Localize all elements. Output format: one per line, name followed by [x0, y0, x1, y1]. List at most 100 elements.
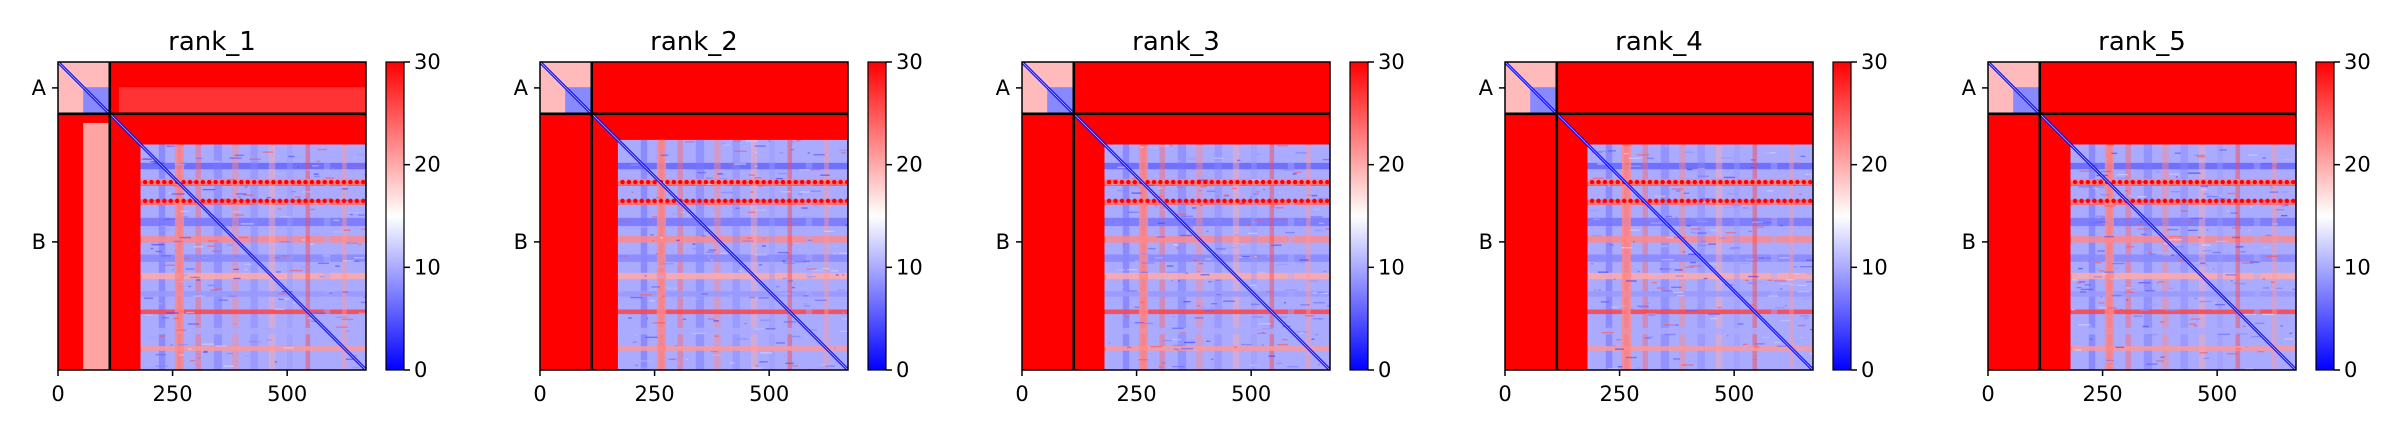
heatmap-col-band	[323, 144, 331, 370]
heatmap-texture	[691, 248, 700, 250]
heatmap-texture	[706, 251, 715, 253]
heatmap-dot	[2246, 179, 2251, 185]
heatmap-texture	[665, 168, 670, 171]
heatmap-texture	[1605, 326, 1613, 328]
heatmap-texture	[1690, 231, 1701, 234]
heatmap-texture	[1196, 200, 1208, 202]
heatmap-row-band	[1104, 291, 1330, 297]
heatmap-texture	[1180, 347, 1194, 350]
heatmap-dot	[793, 179, 798, 185]
heatmap-dot	[1138, 198, 1144, 204]
heatmap-dot	[703, 198, 709, 204]
heatmap-dot	[2079, 198, 2084, 204]
heatmap-texture	[1153, 204, 1158, 206]
heatmap-dot	[1299, 179, 1304, 185]
heatmap-texture	[178, 343, 188, 346]
heatmap-texture	[2168, 287, 2174, 290]
heatmap-dot	[2072, 198, 2078, 204]
heatmap-texture	[1320, 323, 1325, 325]
heatmap-texture	[1622, 268, 1627, 270]
heatmap-texture	[144, 314, 154, 316]
heatmap-texture	[292, 302, 296, 304]
heatmap-row-band	[2070, 346, 2296, 351]
heatmap-texture	[775, 286, 780, 288]
heatmap-dot	[1654, 179, 1659, 185]
heatmap-texture	[1313, 208, 1321, 210]
heatmap-texture	[1800, 315, 1809, 317]
heatmap-texture	[754, 165, 758, 167]
heatmap-texture	[2271, 223, 2279, 225]
heatmap-texture	[1644, 337, 1651, 339]
heatmap-texture	[1636, 154, 1650, 156]
heatmap-texture	[187, 348, 193, 350]
heatmap-texture	[1597, 150, 1610, 153]
heatmap-texture	[2170, 254, 2175, 256]
heatmap-texture	[753, 328, 764, 330]
heatmap-texture	[795, 261, 806, 263]
heatmap-dot	[1145, 198, 1150, 204]
heatmap-dot	[200, 179, 206, 185]
heatmap-texture	[662, 295, 665, 297]
heatmap-texture	[1204, 310, 1215, 312]
heatmap-dot	[1190, 198, 1195, 204]
heatmap-texture	[2090, 236, 2101, 238]
heatmap-texture	[782, 277, 787, 280]
heatmap-dot	[1241, 179, 1247, 185]
heatmap-texture	[705, 183, 714, 186]
heatmap-texture	[1144, 322, 1154, 325]
heatmap-texture	[705, 177, 713, 179]
heatmap-dot	[1666, 198, 1672, 204]
heatmap-dot	[1711, 179, 1717, 185]
heatmap-texture	[2095, 186, 2105, 188]
heatmap-dot	[1673, 198, 1678, 204]
heatmap-texture	[1140, 271, 1148, 273]
heatmap-texture	[1254, 219, 1266, 221]
heatmap-texture	[1748, 275, 1759, 278]
heatmap-texture	[796, 140, 801, 142]
heatmap-texture	[711, 213, 716, 215]
heatmap-texture	[2139, 221, 2143, 223]
heatmap-texture	[1752, 203, 1756, 205]
y-tick-label: A	[32, 76, 47, 100]
heatmap-texture	[223, 198, 229, 200]
heatmap-texture	[2227, 210, 2230, 212]
heatmap-texture	[1780, 288, 1783, 290]
heatmap-dot	[1775, 198, 1781, 204]
heatmap-texture	[790, 148, 795, 151]
heatmap-dot	[1119, 198, 1125, 204]
heatmap-texture	[1689, 261, 1697, 264]
heatmap-stripe	[1138, 144, 1149, 370]
heatmap-texture	[1299, 259, 1309, 261]
heatmap-texture	[728, 163, 736, 165]
heatmap-texture	[749, 268, 751, 270]
heatmap-texture	[781, 259, 791, 261]
heatmap-texture	[218, 299, 228, 301]
heatmap-texture	[2124, 291, 2135, 293]
heatmap-texture	[1145, 184, 1154, 186]
heatmap-texture	[2233, 368, 2244, 370]
heatmap-dot	[2265, 198, 2270, 204]
heatmap-texture	[734, 265, 747, 267]
heatmap-dot	[1609, 198, 1614, 204]
heatmap-texture	[745, 353, 752, 356]
heatmap-texture	[1282, 338, 1288, 341]
heatmap-texture	[2252, 220, 2255, 222]
heatmap-dot	[844, 198, 848, 204]
heatmap-texture	[142, 367, 156, 369]
heatmap-dot	[1660, 179, 1665, 185]
heatmap-row-band	[617, 291, 848, 297]
heatmap-texture	[244, 269, 248, 271]
heatmap-texture	[2289, 332, 2292, 335]
heatmap-texture	[1749, 304, 1755, 306]
heatmap-dot	[793, 198, 798, 204]
heatmap-texture	[287, 223, 290, 225]
heatmap-dot	[1158, 179, 1163, 185]
heatmap-dot	[2149, 198, 2155, 204]
heatmap-texture	[1767, 218, 1775, 220]
heatmap-texture	[155, 365, 168, 367]
heatmap-dot	[2117, 198, 2123, 204]
heatmap-texture	[2079, 170, 2092, 172]
heatmap-texture	[1304, 315, 1315, 317]
heatmap-texture	[1277, 191, 1282, 194]
